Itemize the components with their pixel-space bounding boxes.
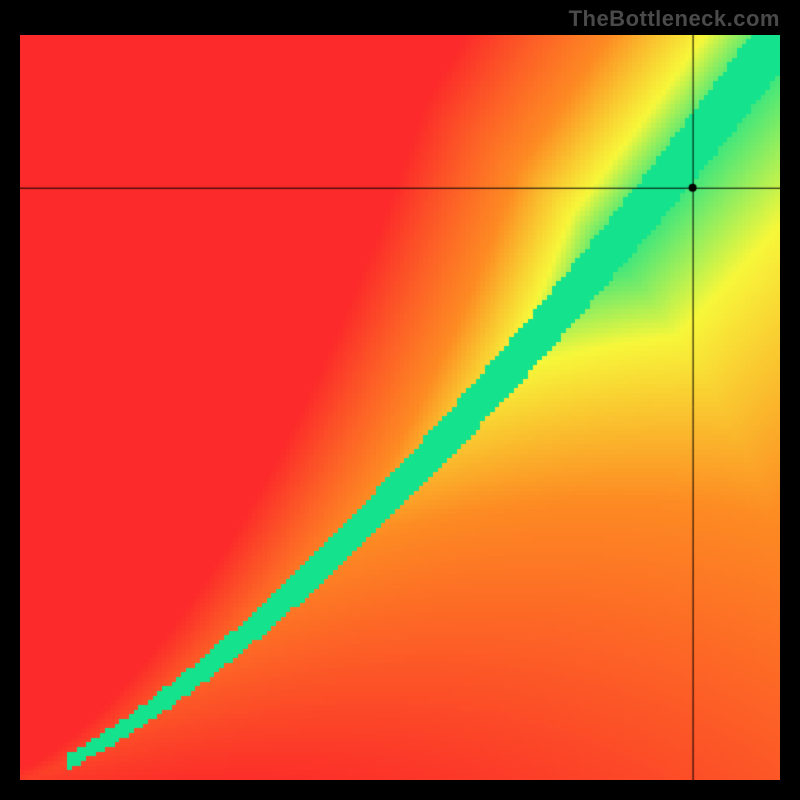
chart-container: TheBottleneck.com bbox=[0, 0, 800, 800]
watermark-text: TheBottleneck.com bbox=[569, 6, 780, 32]
heatmap-canvas bbox=[20, 35, 780, 780]
